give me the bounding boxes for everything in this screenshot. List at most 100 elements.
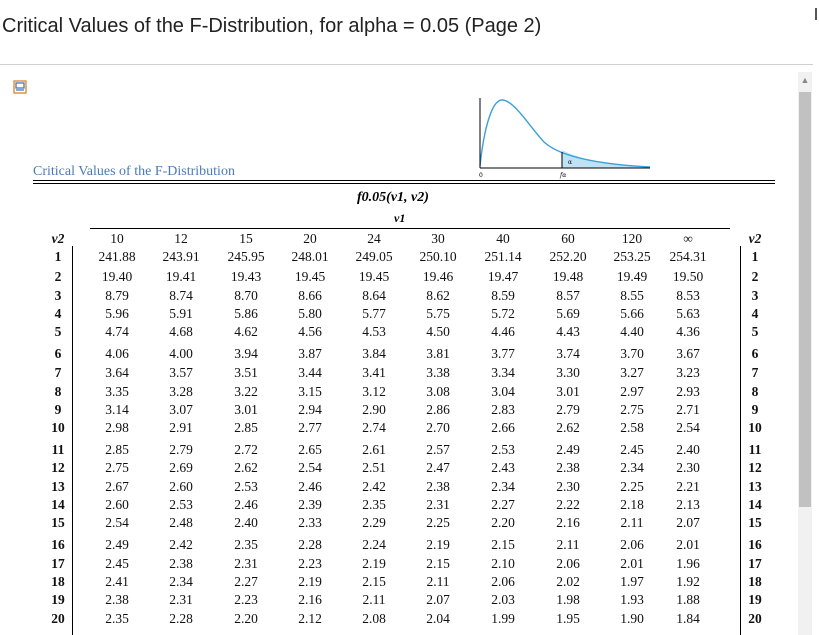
table-cell: 3.44 [298,365,322,380]
table-cell: 2.20 [491,515,515,530]
table-cell: 3.51 [234,365,258,380]
table-cell: 252.20 [549,249,587,264]
row-label-left: 16 [51,537,65,552]
row-label-right: 13 [748,479,762,494]
row-label-right: 18 [748,574,762,589]
row-label-left: 17 [51,556,65,571]
table-cell: 2.28 [169,611,193,626]
table-cell: 2.45 [105,556,129,571]
table-cell: 2.23 [298,556,322,571]
scroll-up-arrow-icon[interactable]: ▲ [800,75,810,85]
table-cell: 2.21 [676,479,700,494]
table-cell: 4.43 [556,324,580,339]
table-cell: 2.15 [362,574,386,589]
table-cell: 4.56 [298,324,322,339]
table-cell: 4.00 [169,346,193,361]
table-cell: 3.14 [105,402,129,417]
table-cell: 8.59 [491,288,515,303]
table-cell: 2.85 [105,442,129,457]
resize-handle[interactable] [815,8,817,20]
table-cell: 3.57 [169,365,193,380]
table-cell: 2.06 [491,574,515,589]
column-header: 24 [367,231,381,246]
table-cell: 2.61 [362,442,386,457]
table-cell: 2.58 [620,420,644,435]
document-icon[interactable] [13,80,27,94]
table-cell: 3.70 [620,346,644,361]
table-cell: 8.53 [676,288,700,303]
table-cell: 2.12 [298,611,322,626]
row-label-left: 4 [54,306,62,321]
table-cell: 3.67 [676,346,700,361]
row-label-right: 14 [748,497,762,512]
table-cell: 2.54 [676,420,700,435]
plot-alpha-label: α [568,159,572,166]
table-cell: 2.11 [620,515,644,530]
table-cell: 2.53 [491,442,515,457]
table-cell: 2.38 [556,460,580,475]
table-cell: 2.57 [426,442,450,457]
row-label-left: 10 [51,420,65,435]
table-cell: 3.27 [620,365,644,380]
row-label-right: 1 [751,249,759,264]
table-cell: 2.41 [105,574,129,589]
table-cell: 2.16 [556,515,580,530]
table-cell: 2.51 [362,460,386,475]
row-label-left: 2 [54,269,62,284]
table-cell: 2.08 [362,611,386,626]
table-cell: 2.66 [491,420,515,435]
table-cell: 2.31 [169,592,193,607]
table-cell: 19.48 [552,269,584,284]
table-cell: 2.60 [169,479,193,494]
table-cell: 2.11 [362,592,386,607]
table-cell: 2.23 [234,592,258,607]
tail-shade-area [562,150,650,168]
table-cell: 2.47 [426,460,450,475]
table-cell: 19.49 [616,269,648,284]
table-cell: 8.79 [105,288,129,303]
row-label-left: 12 [51,460,65,475]
row-label-left: 8 [54,384,62,399]
table-cell: 5.96 [105,306,129,321]
table-cell: 1.98 [556,592,580,607]
table-cell: 248.01 [291,249,329,264]
table-cell: 2.74 [362,420,386,435]
table-cell: 2.31 [234,556,258,571]
row-label-right: 5 [751,324,759,339]
table-cell: 2.20 [234,611,258,626]
table-cell: 2.54 [105,515,129,530]
title-divider [0,64,819,65]
table-cell: 2.98 [105,420,129,435]
table-cell: 5.91 [169,306,193,321]
table-cell: 5.72 [491,306,515,321]
table-cell: 3.87 [298,346,322,361]
table-cell: 4.74 [105,324,129,339]
table-cell: 2.06 [620,537,644,552]
table-cell: 2.35 [362,497,386,512]
table-cell: 2.46 [298,479,322,494]
table-cell: 2.62 [556,420,580,435]
table-cell: 2.28 [298,537,322,552]
row-label-left: 18 [51,574,65,589]
table-cell: 2.54 [298,460,322,475]
table-cell: 2.97 [620,384,644,399]
table-cell: 2.38 [105,592,129,607]
table-cell: 5.86 [234,306,258,321]
row-label-right: 16 [748,537,762,552]
table-cell: 2.86 [426,402,450,417]
scrollbar-thumb[interactable] [799,92,811,507]
table-cell: 3.12 [362,384,386,399]
table-cell: 2.11 [426,574,450,589]
row-label-left: 5 [54,324,62,339]
table-cell: 2.19 [426,537,450,552]
table-cell: 2.19 [298,574,322,589]
table-cell: 8.57 [556,288,580,303]
table-cell: 2.31 [426,497,450,512]
column-header: 15 [239,231,253,246]
table-cell: 2.06 [556,556,580,571]
row-label-left: 15 [51,515,65,530]
document-viewer[interactable] [0,72,819,635]
column-header: ∞ [683,231,693,246]
table-cell: 2.07 [676,515,700,530]
table-cell: 19.41 [165,269,197,284]
